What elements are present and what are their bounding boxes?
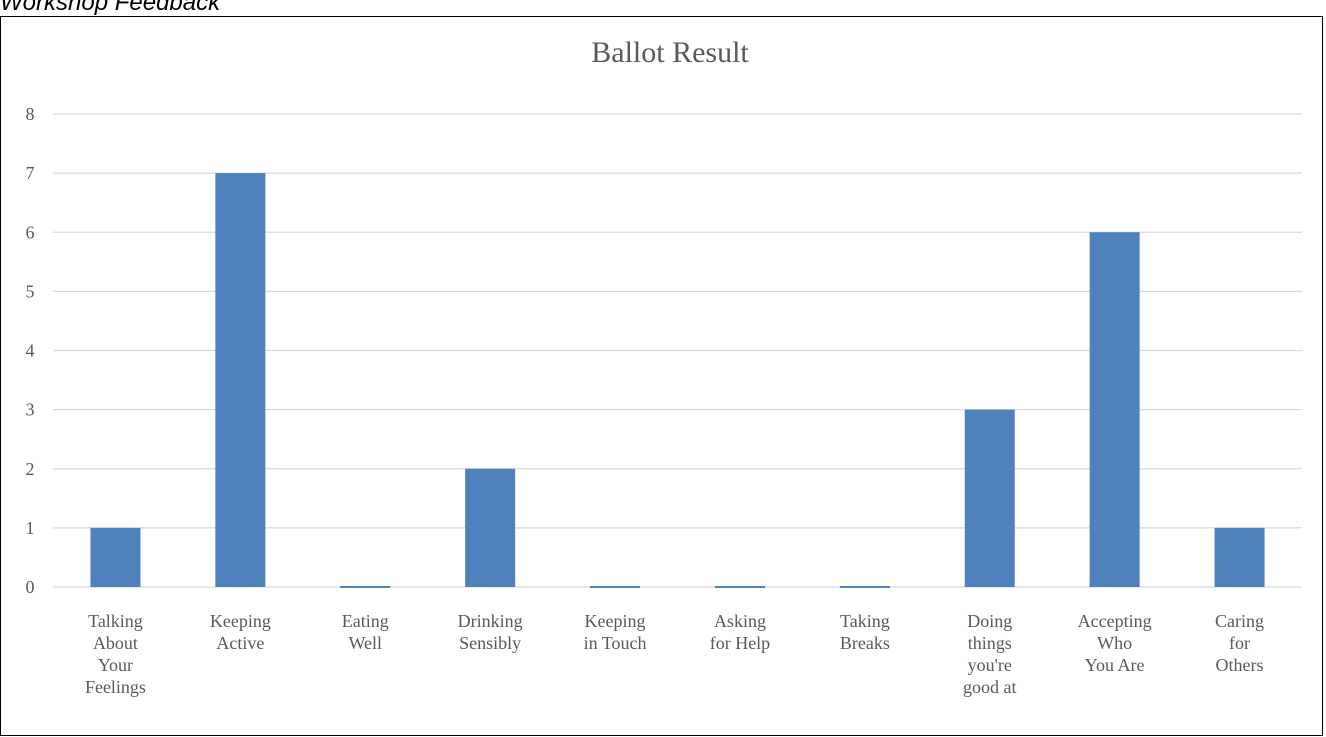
bar [590, 586, 641, 588]
x-tick-label-line: in Touch [584, 633, 647, 653]
y-tick-label: 8 [26, 104, 35, 124]
bar [1089, 232, 1140, 587]
y-tick-label: 4 [26, 341, 35, 361]
bar [964, 409, 1015, 587]
page-heading: Workshop Feedback [0, 0, 221, 16]
bar [1214, 527, 1265, 587]
bar [465, 468, 516, 587]
y-axis-tick-labels: 0 1 2 3 4 5 6 7 8 [26, 104, 35, 597]
x-tick-label-line: Taking [840, 611, 890, 631]
chart-frame: Ballot Result 0 1 2 3 4 5 6 7 8 Talking About Your… [0, 16, 1323, 736]
x-tick-label: Doing things you're good at [963, 611, 1017, 697]
x-tick-label: Keeping Active [210, 611, 271, 653]
x-tick-label-line: Sensibly [459, 633, 521, 653]
bar-chart: Ballot Result 0 1 2 3 4 5 6 7 8 Talking About Your… [26, 36, 1302, 697]
x-tick-label-line: Your [98, 655, 133, 675]
y-tick-label: 0 [26, 577, 35, 597]
x-tick-label: Keeping in Touch [584, 611, 647, 653]
x-tick-label: Drinking Sensibly [458, 611, 523, 653]
x-tick-label-line: Keeping [585, 611, 646, 631]
y-tick-label: 3 [26, 400, 35, 420]
x-tick-label-line: Talking [88, 611, 143, 631]
y-tick-label: 7 [26, 163, 35, 183]
bar [340, 586, 391, 588]
x-tick-label-line: Others [1216, 655, 1264, 675]
bar [215, 173, 266, 587]
x-tick-label-line: for [1229, 633, 1250, 653]
y-tick-label: 6 [26, 222, 35, 242]
x-tick-label-line: Feelings [85, 677, 146, 697]
x-tick-label-line: About [93, 633, 138, 653]
x-tick-label-line: Well [348, 633, 382, 653]
x-tick-label: Caring for Others [1215, 611, 1264, 675]
x-tick-label-line: Who [1097, 633, 1132, 653]
x-tick-label-line: You Are [1085, 655, 1145, 675]
x-tick-label-line: Accepting [1078, 611, 1152, 631]
x-tick-label-line: Caring [1215, 611, 1264, 631]
x-tick-label-line: Eating [342, 611, 389, 631]
x-tick-label: Taking Breaks [840, 611, 890, 653]
x-tick-label-line: good at [963, 677, 1017, 697]
y-tick-label: 2 [26, 459, 35, 479]
x-tick-label: Talking About Your Feelings [85, 611, 146, 697]
x-tick-label: Asking for Help [710, 611, 770, 653]
bar [714, 586, 765, 588]
x-tick-label-line: things [968, 633, 1012, 653]
chart-title: Ballot Result [591, 36, 749, 69]
bars [90, 173, 1265, 588]
x-tick-label: Eating Well [342, 611, 389, 653]
x-tick-label-line: Active [216, 633, 264, 653]
x-tick-label-line: Doing [967, 611, 1012, 631]
x-tick-label-line: Breaks [840, 633, 890, 653]
y-tick-label: 5 [26, 281, 35, 301]
x-tick-label-line: you're [968, 655, 1012, 675]
x-tick-label-line: Keeping [210, 611, 271, 631]
x-tick-label: Accepting Who You Are [1078, 611, 1152, 675]
y-tick-label: 1 [26, 518, 35, 538]
x-tick-label-line: for Help [710, 633, 770, 653]
x-tick-label-line: Drinking [458, 611, 523, 631]
x-tick-label-line: Asking [714, 611, 766, 631]
bar [839, 586, 890, 588]
bar [90, 527, 141, 587]
